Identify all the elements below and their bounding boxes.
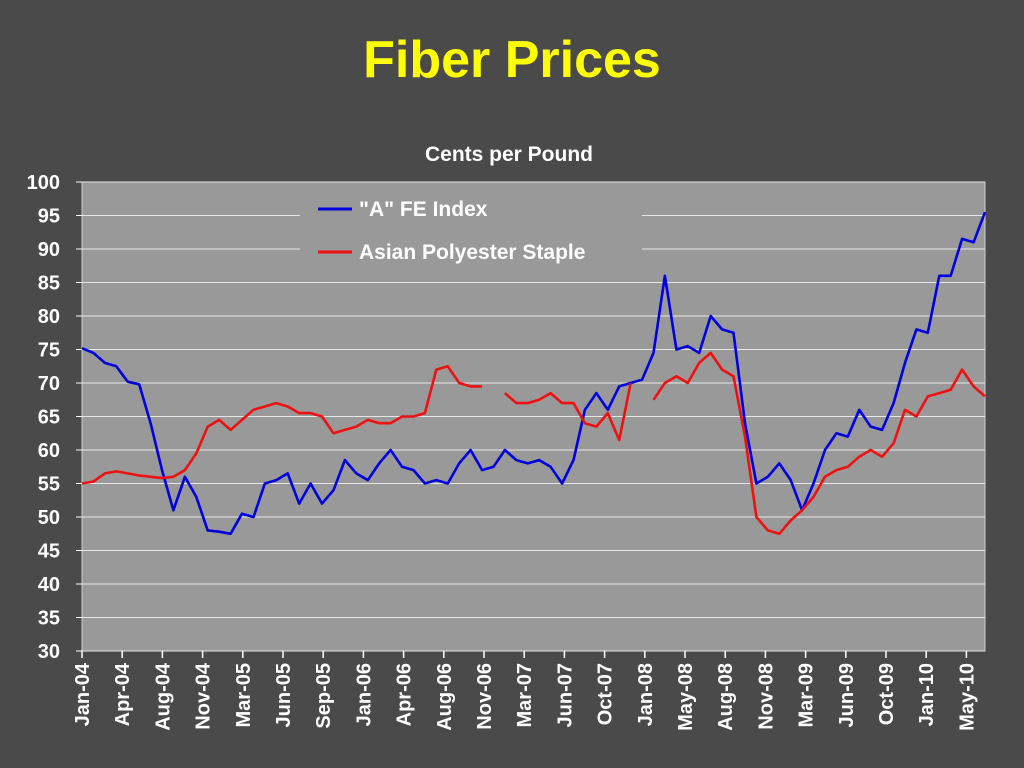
x-tick-label: Nov-08 (755, 663, 777, 730)
x-tick-label: Aug-04 (152, 662, 174, 731)
y-tick-label: 95 (38, 206, 60, 228)
legend: "A" FE Index Asian Polyester Staple (300, 190, 642, 266)
x-tick-label: Aug-08 (715, 663, 737, 731)
series-line-0 (81, 211, 987, 536)
x-tick-label: May-08 (675, 663, 697, 731)
y-tick-label: 90 (38, 239, 60, 261)
x-tick-label: Jun-07 (554, 663, 576, 727)
x-tick-label: Aug-06 (434, 663, 456, 731)
x-axis-ticks: Jan-04 Apr-04 Aug-04 Nov-04 Mar-05 Jun-05 Sep-… (72, 651, 978, 731)
x-tick-label: Jan-10 (916, 663, 938, 726)
slide-title: Fiber Prices (363, 31, 661, 89)
x-tick-label: Nov-06 (474, 663, 496, 730)
x-tick-label: Oct-09 (876, 663, 898, 725)
x-tick-label: Nov-04 (193, 662, 215, 730)
y-tick-label: 35 (38, 608, 60, 630)
y-axis-title: Cents per Pound (425, 143, 593, 166)
x-tick-label: Oct-07 (595, 663, 617, 725)
y-tick-label: 75 (38, 340, 60, 362)
x-tick-label: Jun-05 (273, 663, 295, 727)
y-axis-ticks: 100 95 90 85 80 75 70 65 60 55 50 45 40 35 30 (27, 172, 82, 663)
y-tick-label: 45 (38, 541, 60, 563)
x-tick-label: Jan-08 (635, 663, 657, 726)
x-tick-label: Apr-06 (394, 663, 416, 726)
y-tick-label: 65 (38, 407, 60, 429)
legend-box (300, 190, 642, 266)
x-tick-label: Apr-04 (112, 662, 134, 726)
gridlines (82, 181, 985, 652)
x-tick-label: Mar-05 (233, 663, 255, 727)
series-line-1 (81, 351, 986, 536)
y-tick-label: 50 (38, 507, 60, 529)
legend-label-polyester: Asian Polyester Staple (359, 241, 585, 264)
x-tick-label: Mar-07 (514, 663, 536, 727)
x-tick-label: Mar-09 (796, 663, 818, 727)
x-tick-label: Jan-06 (353, 663, 375, 726)
x-tick-label: Jan-04 (72, 662, 94, 726)
y-tick-label: 85 (38, 273, 60, 295)
y-tick-label: 80 (38, 306, 60, 328)
y-tick-label: 60 (38, 440, 60, 462)
y-tick-label: 30 (38, 641, 60, 663)
x-tick-label: May-10 (956, 663, 978, 731)
y-tick-label: 55 (38, 474, 60, 496)
y-tick-label: 40 (38, 574, 60, 596)
x-tick-label: Sep-05 (313, 663, 335, 729)
legend-label-a-index: "A" FE Index (359, 198, 488, 221)
x-tick-label: Jun-09 (836, 663, 858, 727)
y-tick-label: 70 (38, 373, 60, 395)
series-lines (81, 211, 987, 536)
y-tick-label: 100 (27, 172, 60, 194)
